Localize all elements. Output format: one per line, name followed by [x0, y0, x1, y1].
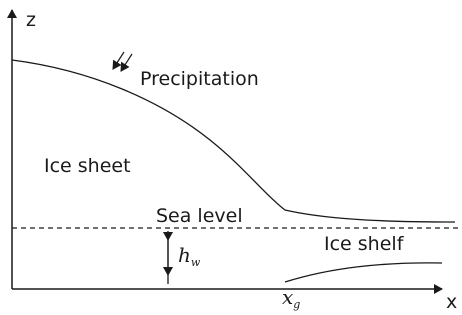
- subscript: w: [191, 256, 201, 269]
- precip-arrow: [113, 52, 124, 69]
- page: z x hw xg Precipitation Ice sheet Sea le…: [0, 0, 462, 315]
- subscript: g: [293, 298, 300, 311]
- water-depth-label: hw: [178, 243, 201, 269]
- symbol: h: [178, 243, 191, 267]
- ice-sheet-label: Ice sheet: [44, 155, 131, 177]
- ice-shelf-label: Ice shelf: [324, 233, 405, 255]
- sea-level-label: Sea level: [156, 205, 243, 227]
- diagram: z x hw xg Precipitation Ice sheet Sea le…: [0, 0, 462, 315]
- z-label: z: [26, 9, 36, 31]
- shelf-base: [285, 263, 442, 282]
- symbol: x: [282, 285, 293, 309]
- precip-arrow: [121, 54, 132, 71]
- x-label: x: [446, 291, 457, 313]
- precipitation-label: Precipitation: [140, 68, 259, 90]
